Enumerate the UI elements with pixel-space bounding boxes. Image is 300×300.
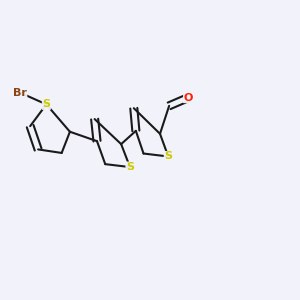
Text: Br: Br xyxy=(13,88,27,98)
Text: S: S xyxy=(42,99,50,110)
Text: O: O xyxy=(184,93,193,103)
Text: S: S xyxy=(164,152,172,161)
Text: S: S xyxy=(126,162,134,172)
